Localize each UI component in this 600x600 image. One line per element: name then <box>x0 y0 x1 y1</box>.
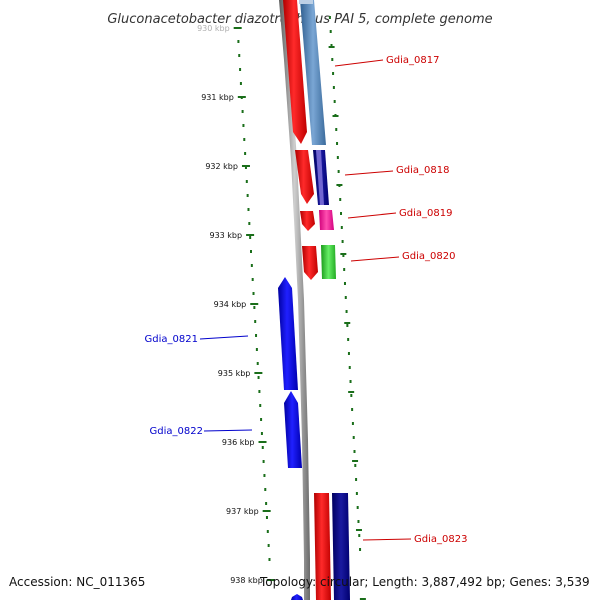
ruler-major-tick <box>237 96 246 98</box>
gene-arrow-partial-bottom[interactable] <box>291 594 303 600</box>
ruler-tick-label: 936 kbp <box>222 438 255 447</box>
gene-label-gdia-0820[interactable]: Gdia_0820 <box>402 251 455 262</box>
ruler-tick-label: 931 kbp <box>201 93 234 102</box>
gene-features <box>278 0 350 600</box>
ruler-tick-label: 933 kbp <box>209 231 242 240</box>
gene-arrow-gdia-0822[interactable] <box>284 391 302 468</box>
ruler-major-tick <box>241 165 250 167</box>
ruler-major-tick <box>246 234 255 236</box>
gene-arrow-gdia-0819-outer[interactable] <box>319 210 334 230</box>
gene-arrow-gdia-0819-inner[interactable] <box>300 211 315 231</box>
gene-label-gdia-0818[interactable]: Gdia_0818 <box>396 165 449 176</box>
ruler-major-tick <box>250 303 259 305</box>
gene-arrow-gdia-0818-inner[interactable] <box>295 150 314 204</box>
ruler-outer-major-tick <box>359 598 366 600</box>
gene-arrow-gdia-0817-cap <box>299 0 313 4</box>
ruler-major-tick <box>258 441 267 443</box>
ruler-major-tick <box>233 27 242 29</box>
ruler-major-tick <box>254 372 263 374</box>
ruler-tick-label: 934 kbp <box>214 300 247 309</box>
ruler-outer-major-tick <box>332 115 339 117</box>
ruler-major-tick <box>262 510 271 512</box>
coordinate-ruler: 930 kbp 931 kbp 932 kbp 933 kbp 934 kbp 935 k… <box>197 24 275 585</box>
ruler-outer-major-tick <box>355 529 362 531</box>
ruler-major-tick <box>266 579 275 581</box>
ruler-outer-major-tick <box>328 46 335 48</box>
gene-arrow-gdia-0823-inner[interactable] <box>314 493 331 600</box>
gene-arrow-gdia-0817-outer[interactable] <box>300 0 326 145</box>
gene-label-gdia-0821[interactable]: Gdia_0821 <box>145 334 198 345</box>
gene-arrow-gdia-0821[interactable] <box>278 277 298 390</box>
gene-label-gdia-0823[interactable]: Gdia_0823 <box>414 534 467 545</box>
ruler-tick-label: 935 kbp <box>218 369 251 378</box>
label-leaders <box>199 59 412 541</box>
gene-label-gdia-0817[interactable]: Gdia_0817 <box>386 55 439 66</box>
gene-arrow-gdia-0820-outer[interactable] <box>321 245 336 279</box>
ruler-outer-major-tick <box>336 184 343 186</box>
genome-title: Gluconacetobacter diazotrophicus PAI 5, … <box>107 12 492 27</box>
gene-arrow-gdia-0817-inner[interactable] <box>283 0 307 144</box>
ruler-tick-label: 937 kbp <box>226 507 259 516</box>
accession-text: Accession: NC_011365 <box>9 575 145 589</box>
ruler-tick-label: 930 kbp <box>197 24 230 33</box>
genome-summary-text: Topology: circular; Length: 3,887,492 bp… <box>259 575 590 589</box>
ruler-outer-major-tick <box>348 391 355 393</box>
gene-arrow-gdia-0820-inner[interactable] <box>302 246 318 280</box>
gene-arrow-gdia-0823-outer[interactable] <box>332 493 350 600</box>
ruler-outer-major-tick <box>340 253 347 255</box>
ruler-outer-major-tick <box>344 322 351 324</box>
coordinate-ruler-outer <box>328 16 366 600</box>
gene-arrow-gdia-0818-outer-b <box>316 150 324 205</box>
genome-backbone <box>279 0 310 600</box>
gene-label-gdia-0819[interactable]: Gdia_0819 <box>399 208 452 219</box>
gene-label-gdia-0822[interactable]: Gdia_0822 <box>150 426 203 437</box>
ruler-tick-label: 938 kbp <box>230 576 263 585</box>
ruler-outer-major-tick <box>352 460 359 462</box>
ruler-tick-label: 932 kbp <box>205 162 238 171</box>
gene-labels: Gdia_0817 Gdia_0818 Gdia_0819 Gdia_0820 … <box>145 55 468 545</box>
